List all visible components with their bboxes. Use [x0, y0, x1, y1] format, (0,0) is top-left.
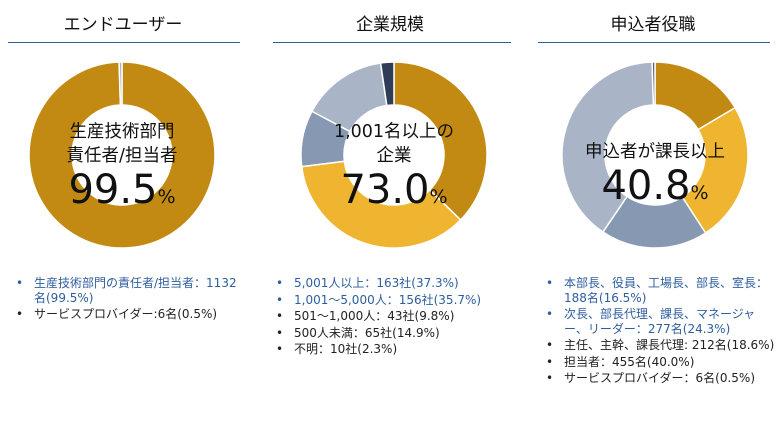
legend-item: • サービスプロバイダー：6名(0.5%)	[544, 371, 776, 386]
center-unit: %	[690, 182, 709, 204]
legend-text: 501～1,000人：43社(9.8%)	[294, 309, 455, 323]
legend-item: • 500人未満：65社(14.9%)	[274, 326, 510, 341]
bullet-icon: •	[546, 338, 554, 352]
pie-slice	[561, 61, 655, 234]
legend-item: • サービスプロバイダー:6名(0.5%)	[14, 307, 238, 322]
pie-slice	[651, 61, 656, 106]
legend-text: サービスプロバイダー：6名(0.5%)	[564, 371, 756, 385]
legend-item: • 担当者：455名(40.0%)	[544, 355, 776, 370]
chart-title: 企業規模	[356, 15, 424, 35]
legend-item: • 生産技術部門の責任者/担当者：1132名(99.5%)	[14, 276, 238, 305]
donut-chart	[561, 61, 749, 249]
pie-slice	[681, 106, 749, 235]
legend-text: 生産技術部門の責任者/担当者：1132名(99.5%)	[34, 276, 237, 305]
chart-panel-company-size: 企業規模 1,001名以上の 企業 73.0% • 5,001人以上：163社(3…	[265, 0, 515, 427]
chart-title: 申込者役職	[610, 15, 696, 35]
center-label-line: 生産技術部門	[69, 122, 175, 142]
chart-panel-applicant-position: 申込者役職 申込者が課長以上 40.8% • 本部長、役員、工場長、部長、室長：1…	[530, 0, 776, 427]
bullet-icon: •	[546, 354, 554, 369]
center-percentage: 73.0%	[299, 168, 489, 219]
legend-text: サービスプロバイダー:6名(0.5%)	[34, 307, 218, 321]
donut-chart	[300, 61, 488, 249]
legend-text: 500人未満：65社(14.9%)	[294, 325, 440, 340]
bullet-icon: •	[276, 276, 284, 290]
chart-panel-end-user: エンドユーザー 生産技術部門 責任者/担当者 99.5% • 生産技術部門の責任者…	[0, 0, 246, 427]
bullet-icon: •	[276, 325, 284, 340]
title-underline	[273, 42, 511, 43]
legend-list: • 生産技術部門の責任者/担当者：1132名(99.5%) • サービスプロバイダー…	[14, 276, 238, 324]
center-unit: %	[157, 186, 176, 208]
pie-slice	[118, 61, 123, 106]
legend-text: 次長、部長代理、課長、マネージャー、リーダー：277名(24.3%)	[564, 307, 756, 336]
bullet-icon: •	[16, 307, 24, 321]
bullet-icon: •	[546, 276, 554, 290]
bullet-icon: •	[276, 292, 284, 307]
legend-text: 1,001～5,000人：156社(35.7%)	[294, 292, 482, 307]
center-value: 99.5	[68, 167, 158, 213]
title-underline	[8, 42, 240, 43]
legend-item: • 次長、部長代理、課長、マネージャー、リーダー：277名(24.3%)	[544, 307, 776, 336]
pie-slice	[379, 61, 395, 107]
donut-center-text: 生産技術部門 責任者/担当者 99.5%	[27, 120, 217, 219]
donut-center-text: 申込者が課長以上 40.8%	[560, 140, 750, 215]
donut-chart	[28, 61, 216, 249]
center-label-line: 1,001名以上の	[333, 122, 455, 142]
center-percentage: 99.5%	[27, 168, 217, 219]
bullet-icon: •	[546, 307, 554, 321]
center-unit: %	[429, 186, 448, 208]
pie-slice	[393, 61, 488, 221]
title-underline	[538, 42, 770, 43]
bullet-icon: •	[276, 309, 284, 323]
legend-item: • 5,001人以上：163社(37.3%)	[274, 276, 510, 291]
center-percentage: 40.8%	[560, 164, 750, 215]
bullet-icon: •	[546, 371, 554, 385]
legend-item: • 本部長、役員、工場長、部長、室長：188名(16.5%)	[544, 276, 776, 305]
pie-slice	[300, 160, 462, 249]
center-value: 73.0	[340, 167, 430, 213]
legend-text: 5,001人以上：163社(37.3%)	[294, 276, 459, 290]
pie-slice	[28, 61, 216, 249]
legend-list: • 5,001人以上：163社(37.3%) • 1,001～5,000人：156社…	[274, 276, 510, 359]
bullet-icon: •	[276, 342, 284, 356]
donut-center-text: 1,001名以上の 企業 73.0%	[299, 120, 489, 219]
center-value: 40.8	[601, 163, 691, 209]
legend-item: • 不明：10社(2.3%)	[274, 342, 510, 357]
legend-item: • 主任、主幹、課長代理: 212名(18.6%)	[544, 338, 776, 353]
center-label-line: 企業	[376, 146, 412, 166]
legend-item: • 501～1,000人：43社(9.8%)	[274, 309, 510, 324]
legend-text: 主任、主幹、課長代理: 212名(18.6%)	[564, 338, 775, 352]
legend-text: 担当者：455名(40.0%)	[564, 354, 695, 369]
bullet-icon: •	[16, 276, 24, 290]
center-label-line: 責任者/担当者	[66, 146, 178, 166]
legend-list: • 本部長、役員、工場長、部長、室長：188名(16.5%) • 次長、部長代理、課…	[544, 276, 776, 388]
legend-text: 本部長、役員、工場長、部長、室長：188名(16.5%)	[564, 276, 769, 305]
center-label-line: 申込者が課長以上	[585, 142, 725, 162]
legend-text: 不明：10社(2.3%)	[294, 342, 398, 356]
chart-title: エンドユーザー	[63, 15, 183, 35]
legend-item: • 1,001～5,000人：156社(35.7%)	[274, 293, 510, 308]
